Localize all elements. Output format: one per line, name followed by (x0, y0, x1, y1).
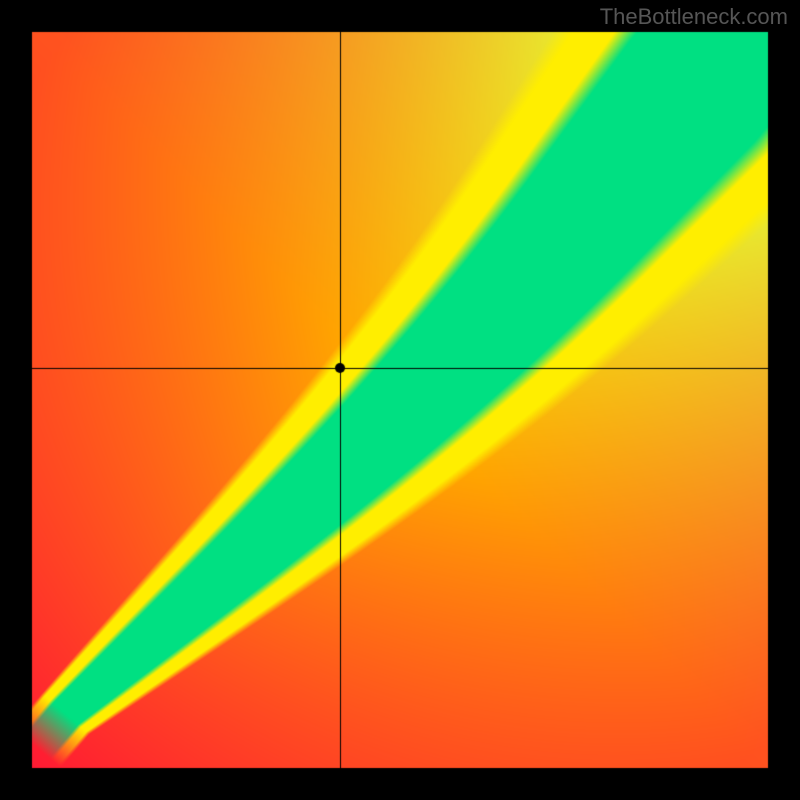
bottleneck-heatmap (0, 0, 800, 800)
chart-container: TheBottleneck.com (0, 0, 800, 800)
watermark-text: TheBottleneck.com (600, 4, 788, 30)
